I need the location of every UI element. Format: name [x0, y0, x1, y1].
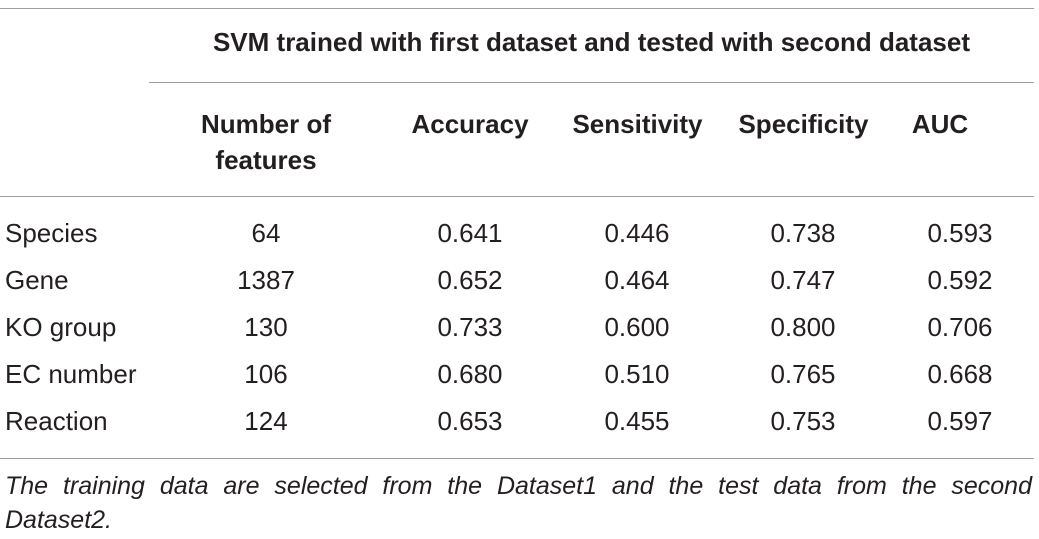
cell-sensitivity: 0.455: [604, 406, 670, 436]
cell-auc: 0.592: [927, 265, 993, 295]
cell-specificity: 0.800: [770, 312, 836, 342]
cell-accuracy: 0.641: [437, 218, 503, 248]
header-rule: [0, 196, 1034, 197]
spanning-header: SVM trained with first dataset and teste…: [212, 27, 971, 57]
header-number-of-features: Number of features: [176, 106, 356, 178]
cell-accuracy: 0.733: [437, 312, 503, 342]
header-specificity: Specificity: [738, 109, 869, 139]
row-label: EC number: [5, 359, 137, 389]
row-label: Gene: [5, 265, 69, 295]
cell-auc: 0.706: [927, 312, 993, 342]
top-rule: [0, 8, 1034, 9]
row-label: Species: [5, 218, 98, 248]
cell-specificity: 0.765: [770, 359, 836, 389]
cell-features: 1387: [237, 265, 295, 295]
cell-sensitivity: 0.510: [604, 359, 670, 389]
cell-sensitivity: 0.464: [604, 265, 670, 295]
cell-auc: 0.593: [927, 218, 993, 248]
cell-auc: 0.597: [927, 406, 993, 436]
cell-accuracy: 0.653: [437, 406, 503, 436]
table-row: Reaction 124 0.653 0.455 0.753 0.597: [0, 398, 1034, 445]
cell-accuracy: 0.652: [437, 265, 503, 295]
cell-specificity: 0.753: [770, 406, 836, 436]
row-label: KO group: [5, 312, 117, 342]
spanning-header-rule: [149, 82, 1034, 83]
header-sensitivity: Sensitivity: [572, 109, 703, 139]
header-auc: AUC: [911, 109, 969, 139]
cell-features: 124: [244, 406, 288, 436]
cell-accuracy: 0.680: [437, 359, 503, 389]
header-features-line-2: features: [215, 145, 317, 175]
cell-features: 106: [244, 359, 288, 389]
cell-sensitivity: 0.446: [604, 218, 670, 248]
table-row: KO group 130 0.733 0.600 0.800 0.706: [0, 304, 1034, 351]
cell-specificity: 0.747: [770, 265, 836, 295]
cell-features: 64: [251, 218, 281, 248]
cell-features: 130: [244, 312, 288, 342]
cell-specificity: 0.738: [770, 218, 836, 248]
table-row: Species 64 0.641 0.446 0.738 0.593: [0, 210, 1034, 257]
bottom-rule: [0, 458, 1034, 459]
header-features-line-1: Number of: [201, 109, 331, 139]
table-row: Gene 1387 0.652 0.464 0.747 0.592: [0, 257, 1034, 304]
row-label: Reaction: [5, 406, 108, 436]
cell-sensitivity: 0.600: [604, 312, 670, 342]
cell-auc: 0.668: [927, 359, 993, 389]
table-row: EC number 106 0.680 0.510 0.765 0.668: [0, 351, 1034, 398]
header-accuracy: Accuracy: [411, 109, 529, 139]
table-footnote: The training data are selected from the …: [5, 472, 1032, 534]
